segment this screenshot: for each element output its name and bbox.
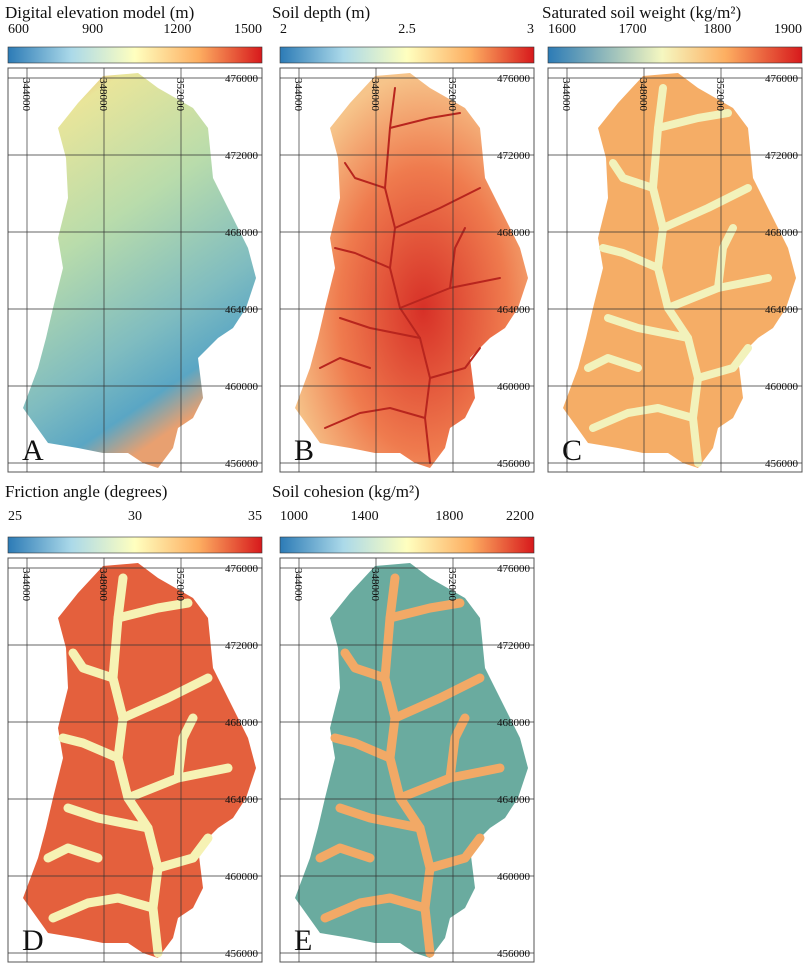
map-panel: Soil cohesion (kg/m²) 1000 1400 1800 2200 344…: [272, 482, 535, 963]
easting-label: 344000: [20, 568, 32, 602]
panel-title: Digital elevation model (m): [5, 3, 194, 22]
northing-label: 476000: [225, 563, 259, 575]
colorbar-tick-label: 900: [82, 22, 103, 37]
colorbar-tick-label: 35: [248, 509, 262, 524]
map-panel: Friction angle (degrees) 25 30 35 344000 3480…: [5, 482, 263, 963]
panel-letter: B: [294, 434, 314, 467]
northing-label: 472000: [765, 150, 799, 162]
northing-label: 472000: [497, 640, 531, 652]
colorbar: [279, 46, 535, 64]
panel-letter: E: [294, 924, 312, 957]
panel-letter: A: [22, 434, 44, 467]
easting-label: 348000: [97, 78, 109, 112]
map-panel: Saturated soil weight (kg/m²)1600 1700 180…: [542, 3, 803, 473]
northing-label: 468000: [225, 227, 259, 239]
northing-label: 468000: [225, 717, 259, 729]
panel-letter: C: [562, 434, 582, 467]
colorbar-tick-label: 1600: [548, 22, 576, 37]
northing-label: 456000: [497, 458, 531, 470]
map-panel: Soil depth (m)2 2.5 3 344000 348000 352000 476…: [272, 3, 535, 473]
colorbar-tick-label: 1900: [774, 22, 802, 37]
panel-title: Saturated soil weight (kg/m²): [542, 3, 741, 22]
northing-label: 468000: [497, 717, 531, 729]
colorbar: [279, 536, 535, 554]
colorbar-tick-label: 1800: [703, 22, 731, 37]
colorbar-tick-label: 1500: [234, 22, 262, 37]
colorbar: [7, 46, 263, 64]
easting-label: 344000: [20, 78, 32, 112]
colorbar-tick-label: 1700: [619, 22, 647, 37]
easting-label: 344000: [292, 568, 304, 602]
northing-label: 456000: [497, 948, 531, 960]
colorbar: [547, 46, 803, 64]
easting-label: 348000: [97, 568, 109, 602]
easting-label: 348000: [369, 78, 381, 112]
northing-label: 476000: [765, 73, 799, 85]
easting-label: 344000: [560, 78, 572, 112]
colorbar: [7, 536, 263, 554]
easting-label: 348000: [637, 78, 649, 112]
colorbar-tick-label: 1400: [351, 509, 379, 524]
colorbar-tick-label: 1800: [435, 509, 463, 524]
colorbar-tick-label: 25: [8, 509, 22, 524]
map-panel: Digital elevation model (m)600 900 1200 150…: [5, 3, 263, 473]
panels: Digital elevation model (m)600 900 1200 150…: [5, 3, 803, 963]
colorbar-tick-label: 2: [280, 22, 287, 37]
northing-label: 460000: [225, 381, 259, 393]
panel-title: Friction angle (degrees): [5, 482, 167, 501]
northing-label: 456000: [765, 458, 799, 470]
easting-label: 352000: [174, 568, 186, 602]
easting-label: 344000: [292, 78, 304, 112]
easting-label: 352000: [714, 78, 726, 112]
northing-label: 472000: [225, 150, 259, 162]
northing-label: 472000: [497, 150, 531, 162]
northing-label: 460000: [497, 871, 531, 883]
colorbar-tick-label: 30: [128, 509, 142, 524]
colorbar-tick-label: 1200: [163, 22, 191, 37]
northing-label: 464000: [225, 304, 259, 316]
northing-label: 464000: [765, 304, 799, 316]
colorbar-tick-label: 600: [8, 22, 29, 37]
colorbar-tick-label: 2200: [506, 509, 534, 524]
northing-label: 464000: [497, 794, 531, 806]
colorbar-tick-label: 2.5: [398, 22, 416, 37]
northing-label: 476000: [225, 73, 259, 85]
panel-title: Soil cohesion (kg/m²): [272, 482, 420, 501]
panel-letter: D: [22, 924, 44, 957]
northing-label: 464000: [225, 794, 259, 806]
colorbar-tick-label: 3: [527, 22, 534, 37]
easting-label: 352000: [174, 78, 186, 112]
northing-label: 456000: [225, 458, 259, 470]
northing-label: 468000: [765, 227, 799, 239]
northing-label: 456000: [225, 948, 259, 960]
northing-label: 468000: [497, 227, 531, 239]
northing-label: 464000: [497, 304, 531, 316]
easting-label: 352000: [446, 78, 458, 112]
northing-label: 476000: [497, 563, 531, 575]
northing-label: 460000: [225, 871, 259, 883]
northing-label: 476000: [497, 73, 531, 85]
northing-label: 472000: [225, 640, 259, 652]
panel-title: Soil depth (m): [272, 3, 370, 22]
colorbar-tick-label: 1000: [280, 509, 308, 524]
northing-label: 460000: [497, 381, 531, 393]
easting-label: 352000: [446, 568, 458, 602]
northing-label: 460000: [765, 381, 799, 393]
easting-label: 348000: [369, 568, 381, 602]
